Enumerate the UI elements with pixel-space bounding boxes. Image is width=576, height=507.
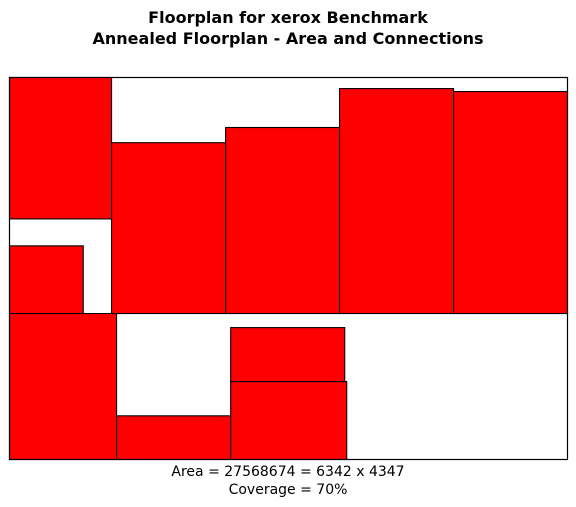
coverage-label: Coverage = 70% — [228, 482, 348, 498]
floorplan-block-5 — [338, 88, 455, 315]
floorplan-block-3 — [111, 142, 227, 315]
floorplan-blocks — [8, 76, 569, 461]
floorplan-block-7 — [8, 312, 118, 461]
area-label: Area = 27568674 = 6342 x 4347 — [171, 464, 405, 480]
floorplan-block-2 — [8, 245, 84, 315]
chart-title-line-1: Floorplan for xerox Benchmark — [148, 8, 428, 27]
floorplan-block-10 — [230, 327, 346, 383]
floorplan-block-8 — [116, 415, 232, 461]
floorplan-block-1 — [8, 76, 113, 220]
chart-title-line-2: Annealed Floorplan - Area and Connection… — [92, 29, 484, 48]
floorplan-block-9 — [230, 380, 348, 461]
chip-outline — [8, 76, 569, 461]
floorplan-block-4 — [225, 126, 341, 315]
floorplan-block-6 — [453, 91, 569, 315]
